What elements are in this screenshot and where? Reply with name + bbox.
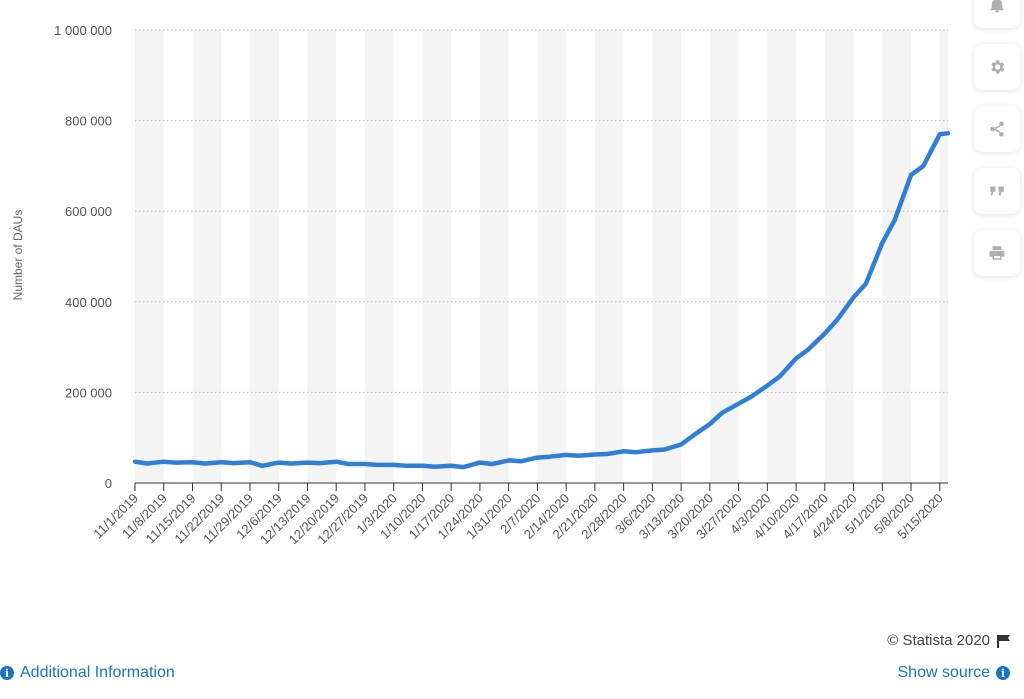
show-source-label: Show source bbox=[897, 664, 991, 681]
bell-icon bbox=[990, 0, 1004, 13]
y-tick-label: 1 000 000 bbox=[54, 23, 112, 38]
grid-band bbox=[537, 30, 567, 483]
grid-band bbox=[192, 30, 222, 483]
gear-icon bbox=[991, 60, 1005, 74]
y-tick-label: 200 000 bbox=[65, 385, 112, 400]
series-line bbox=[132, 131, 951, 470]
grid-band bbox=[652, 30, 682, 483]
grid-band bbox=[479, 30, 509, 483]
copyright: © Statista 2020 bbox=[887, 632, 1012, 649]
grid-band bbox=[364, 30, 394, 483]
y-tick-label: 800 000 bbox=[65, 114, 112, 129]
grid-band bbox=[594, 30, 624, 483]
grid-band bbox=[135, 30, 164, 483]
share-icon bbox=[990, 121, 1004, 137]
notification-button[interactable] bbox=[974, 0, 1020, 28]
y-tick-label: 0 bbox=[105, 476, 112, 491]
quote-icon bbox=[990, 186, 1004, 196]
additional-information-label: Additional Information bbox=[20, 664, 175, 681]
y-axis-title: Number of DAUs bbox=[11, 210, 25, 301]
grid-band bbox=[882, 30, 912, 483]
share-button[interactable] bbox=[974, 106, 1020, 152]
settings-button[interactable] bbox=[974, 44, 1020, 90]
grid-band bbox=[249, 30, 279, 483]
grid-band bbox=[824, 30, 854, 483]
info-icon: i bbox=[0, 666, 14, 680]
copyright-text: © Statista 2020 bbox=[887, 632, 990, 649]
grid-band bbox=[307, 30, 337, 483]
cite-button[interactable] bbox=[974, 168, 1020, 214]
grid-band bbox=[767, 30, 797, 483]
toolbar bbox=[974, 0, 1020, 292]
y-tick-label: 400 000 bbox=[65, 295, 112, 310]
additional-information-link[interactable]: i Additional Information bbox=[0, 664, 175, 682]
y-tick-label: 600 000 bbox=[65, 204, 112, 219]
print-icon bbox=[989, 246, 1005, 260]
flag-icon bbox=[997, 634, 1010, 648]
info-icon: i bbox=[996, 666, 1010, 680]
grid-band bbox=[422, 30, 452, 483]
grid-band bbox=[709, 30, 739, 483]
grid-band bbox=[939, 30, 948, 483]
show-source-link[interactable]: Show source i bbox=[897, 664, 1010, 682]
print-button[interactable] bbox=[974, 230, 1020, 276]
